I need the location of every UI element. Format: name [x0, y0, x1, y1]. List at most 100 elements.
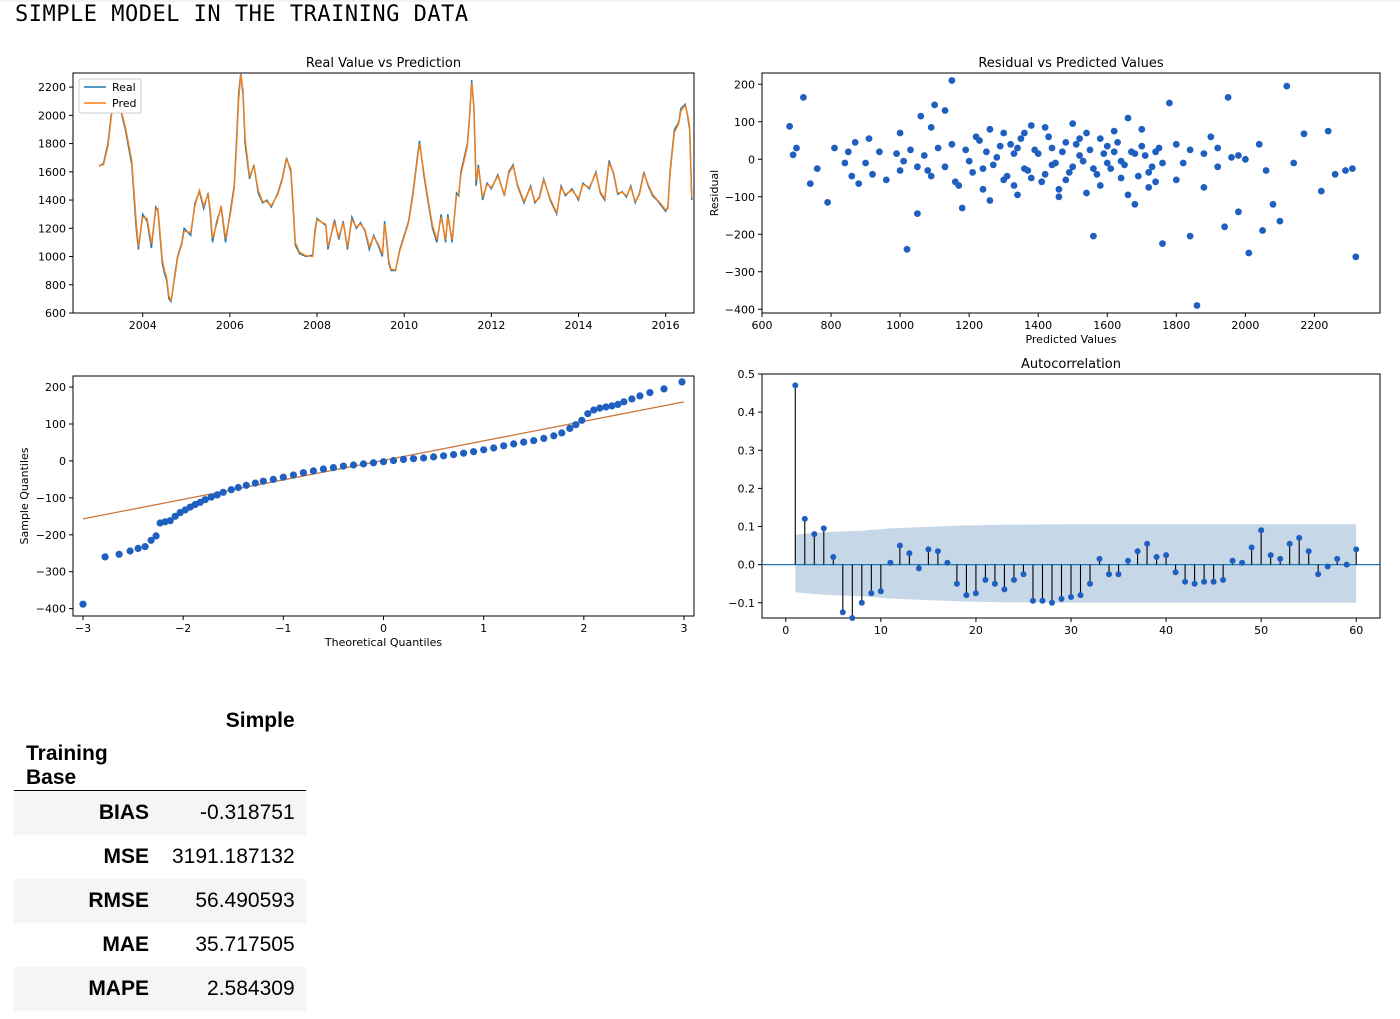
- residual-point: [1155, 144, 1163, 152]
- table-row: BIAS -0.318751: [14, 790, 306, 835]
- residual-point: [1072, 140, 1080, 148]
- y-tick-label: 800: [45, 279, 66, 292]
- acf-point: [963, 592, 970, 599]
- qq-point: [171, 512, 179, 520]
- residual-point: [1214, 163, 1222, 171]
- acf-point: [1030, 597, 1036, 604]
- y-tick-label: 200: [45, 381, 66, 394]
- residual-point: [1152, 178, 1159, 186]
- residual-point: [969, 169, 976, 176]
- metrics-table: Simple Training Base BIAS -0.318751 MSE …: [14, 700, 306, 1011]
- residual-point: [862, 159, 869, 167]
- acf-point: [953, 580, 960, 587]
- acf-point: [858, 599, 865, 606]
- residual-point: [931, 101, 938, 109]
- x-tick-label: 2004: [129, 319, 157, 332]
- qq-point: [152, 532, 160, 540]
- acf-point: [1191, 580, 1198, 587]
- qq-point: [590, 406, 598, 414]
- x-tick-label: 3: [680, 622, 687, 635]
- residual-point: [1224, 94, 1232, 101]
- qq-point: [470, 448, 478, 456]
- y-tick-label: 0.5: [738, 368, 756, 381]
- residual-point: [1276, 217, 1284, 225]
- y-tick-label: 100: [45, 418, 66, 431]
- residual-point: [1235, 152, 1242, 159]
- row-label: BIAS: [98, 801, 149, 824]
- residual-point: [844, 148, 852, 156]
- residual-point: [1017, 135, 1025, 142]
- residual-point: [1331, 170, 1339, 178]
- residual-point: [1179, 159, 1187, 167]
- qq-point: [566, 424, 574, 432]
- residual-point: [1117, 157, 1125, 165]
- residual-point: [920, 152, 928, 159]
- qq-point: [379, 458, 388, 466]
- residual-point: [1262, 167, 1270, 174]
- x-tick-label: 2006: [216, 319, 244, 332]
- y-tick-label: 600: [45, 307, 66, 320]
- residual-point: [1110, 127, 1118, 135]
- residual-point: [882, 176, 890, 184]
- y-tick-label: 100: [734, 116, 755, 129]
- y-tick-label: 2000: [38, 109, 66, 122]
- acf-point: [991, 580, 998, 587]
- column-header: Simple: [225, 709, 295, 732]
- y-tick-label: 1400: [38, 194, 66, 207]
- x-tick-label: −3: [75, 622, 91, 635]
- residual-point: [1193, 302, 1201, 309]
- acf-point: [830, 554, 837, 560]
- acf-point: [915, 565, 922, 572]
- chart-title: Real Value vs Prediction: [306, 56, 461, 71]
- y-tick-label: −100: [36, 492, 66, 505]
- acf-point: [1210, 578, 1217, 585]
- residual-point: [1138, 125, 1146, 133]
- qq-point: [147, 536, 155, 544]
- qq-point: [389, 457, 398, 465]
- row-value: 3191.187132: [172, 845, 295, 868]
- residual-point: [1031, 146, 1039, 154]
- acf-point: [1258, 527, 1265, 534]
- residual-point: [979, 185, 987, 193]
- qq-point: [126, 547, 134, 555]
- residual-point: [896, 129, 904, 137]
- acf-point: [944, 559, 951, 566]
- qq-point: [646, 389, 654, 397]
- residual-point: [986, 197, 994, 204]
- residual-point: [1076, 152, 1083, 159]
- x-tick-label: −2: [175, 622, 191, 635]
- acf-point: [1134, 548, 1141, 555]
- residual-point: [1172, 140, 1180, 148]
- residual-point: [1048, 161, 1056, 169]
- residual-point: [1083, 129, 1090, 137]
- residual-point: [989, 161, 997, 169]
- y-tick-label: 1600: [38, 166, 66, 179]
- qq-point: [602, 403, 610, 411]
- residual-point: [869, 170, 876, 178]
- x-tick-label: 2012: [477, 319, 505, 332]
- x-tick-label: 1200: [955, 319, 983, 332]
- acf-point: [1334, 555, 1341, 562]
- qq-point: [207, 493, 215, 501]
- y-tick-label: 0.2: [738, 482, 756, 495]
- residual-point: [1352, 253, 1360, 261]
- residual-point: [1014, 191, 1021, 199]
- residual-point: [1145, 184, 1153, 191]
- residual-point: [1186, 232, 1194, 240]
- residual-point: [855, 180, 863, 188]
- notebook-heading: SIMPLE MODEL IN THE TRAINING DATA: [15, 2, 469, 27]
- x-tick-label: 2200: [1300, 319, 1328, 332]
- residual-point: [1000, 129, 1008, 137]
- qq-point: [490, 444, 498, 452]
- acf-point: [1248, 544, 1255, 551]
- residual-point: [1214, 144, 1222, 152]
- chart-title: Autocorrelation: [1021, 357, 1121, 372]
- qq-point: [558, 429, 566, 437]
- residual-point: [1200, 184, 1208, 191]
- row-value: 56.490593: [195, 889, 295, 912]
- residual-point: [983, 148, 990, 156]
- y-tick-label: −100: [725, 191, 755, 204]
- acf-point: [1324, 563, 1331, 570]
- residual-point: [1283, 82, 1291, 90]
- row-label: MAPE: [88, 977, 149, 1000]
